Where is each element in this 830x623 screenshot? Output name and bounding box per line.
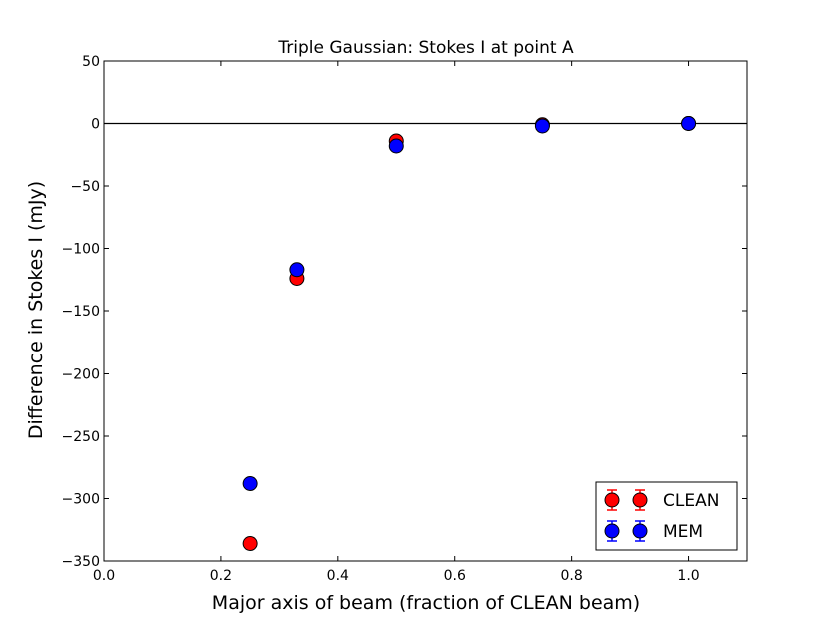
plot-frame bbox=[103, 60, 748, 562]
mem-legend-marker bbox=[632, 523, 648, 539]
clean-legend-marker bbox=[604, 492, 620, 508]
y-tick-label: −50 bbox=[70, 179, 100, 195]
mem-point bbox=[242, 476, 258, 491]
chart-title: Triple Gaussian: Stokes I at point A bbox=[277, 38, 574, 58]
mem-point bbox=[534, 118, 550, 134]
legend: CLEAN MEM bbox=[595, 481, 738, 551]
y-tick-label: −150 bbox=[62, 304, 100, 320]
mem-legend-marker bbox=[604, 523, 620, 539]
x-tick-label: 0.6 bbox=[444, 568, 466, 584]
y-tick-label: −350 bbox=[62, 554, 100, 570]
x-tick-label: 0.4 bbox=[327, 568, 349, 584]
y-axis-label: Difference in Stokes I (mJy) bbox=[25, 181, 47, 439]
legend-box bbox=[595, 481, 738, 551]
y-tick-label: −100 bbox=[62, 242, 100, 258]
x-axis-label: Major axis of beam (fraction of CLEAN be… bbox=[212, 592, 640, 614]
y-tick-label: 0 bbox=[91, 117, 100, 133]
mem-point bbox=[388, 138, 404, 154]
clean-legend-marker bbox=[632, 492, 648, 508]
y-tick-label: −250 bbox=[62, 429, 100, 445]
mem-point bbox=[681, 116, 697, 131]
mem-point bbox=[289, 262, 305, 278]
x-tick-label: 0.0 bbox=[93, 568, 115, 584]
mem-legend-label: MEM bbox=[663, 522, 703, 542]
axis-ticks: 0.0 0.2 0.4 0.6 0.8 1.0 50 0 −50 −100 −150 −200 −250… bbox=[62, 54, 747, 584]
clean-legend-label: CLEAN bbox=[663, 491, 719, 511]
x-tick-label: 1.0 bbox=[677, 568, 699, 584]
x-tick-label: 0.2 bbox=[210, 568, 232, 584]
y-tick-label: −200 bbox=[62, 367, 100, 383]
y-tick-label: −300 bbox=[62, 492, 100, 508]
y-tick-label: 50 bbox=[82, 54, 100, 70]
x-tick-label: 0.8 bbox=[561, 568, 583, 584]
data-points bbox=[242, 116, 697, 551]
clean-point bbox=[242, 536, 258, 551]
